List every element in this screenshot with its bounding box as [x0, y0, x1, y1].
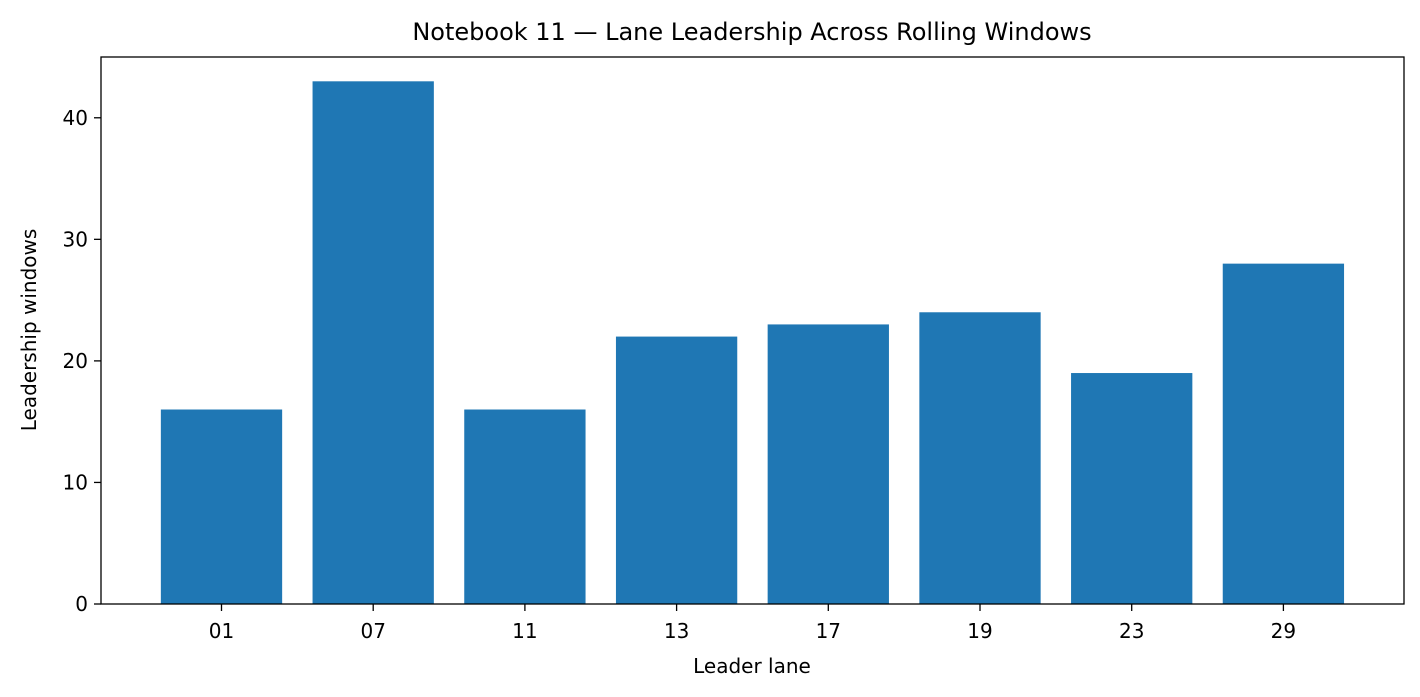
bar-07 [312, 81, 434, 604]
y-tick-label-40: 40 [63, 106, 88, 130]
x-tick-label-11: 11 [512, 619, 537, 643]
x-tick-label-07: 07 [360, 619, 385, 643]
x-tick-label-13: 13 [664, 619, 689, 643]
bar-23 [1071, 373, 1193, 604]
x-tick-label-19: 19 [967, 619, 992, 643]
chart-title: Notebook 11 — Lane Leadership Across Rol… [412, 18, 1091, 46]
y-tick-label-0: 0 [75, 592, 88, 616]
y-axis-ticks: 0 10 20 30 40 [63, 106, 101, 616]
bar-17 [767, 324, 889, 604]
x-axis-label: Leader lane [693, 654, 811, 678]
bar-11 [464, 409, 586, 604]
x-tick-label-01: 01 [209, 619, 234, 643]
x-axis-ticks: 01 07 11 13 17 19 23 29 [209, 604, 1296, 643]
bar-13 [615, 336, 738, 604]
y-tick-label-20: 20 [63, 349, 88, 373]
plot-frame [100, 56, 1405, 605]
y-tick-label-10: 10 [63, 470, 88, 494]
y-tick-label-30: 30 [63, 227, 88, 251]
x-tick-label-23: 23 [1119, 619, 1144, 643]
bars-group [160, 81, 1345, 604]
y-axis-label: Leadership windows [17, 229, 41, 432]
bar-19 [919, 312, 1041, 604]
bar-01 [160, 409, 283, 604]
x-tick-label-17: 17 [816, 619, 841, 643]
bar-29 [1222, 263, 1345, 604]
x-tick-label-29: 29 [1271, 619, 1296, 643]
